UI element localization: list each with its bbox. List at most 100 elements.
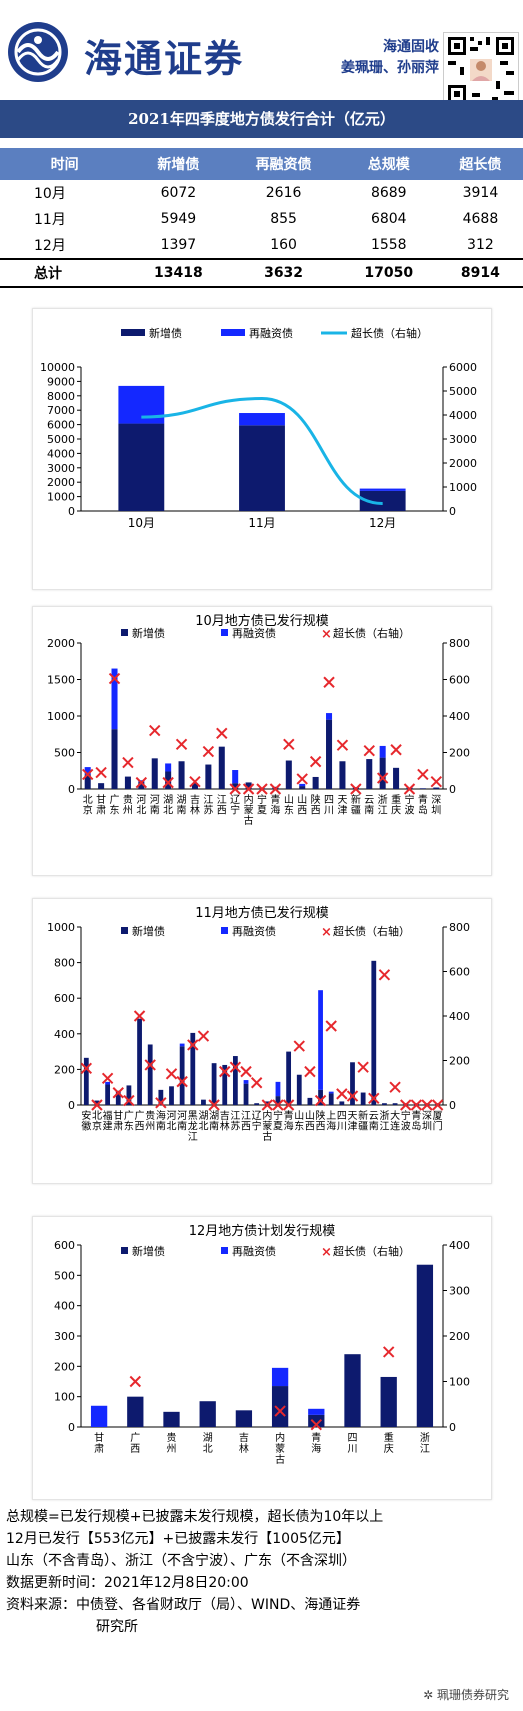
y2-tick-label: 800 — [449, 921, 470, 934]
x-tick-char: 贵 — [145, 1109, 155, 1122]
y2-tick-label: 200 — [449, 1055, 470, 1068]
ultra-long-bond-marker — [108, 672, 121, 685]
chart-title: 10月地方债已发行规模 — [195, 613, 329, 629]
bar-segment — [371, 960, 377, 1105]
x-tick-label: 吉林 — [190, 794, 200, 817]
x-tick-label: 广东 — [124, 1110, 134, 1133]
note-data-source-cont: 研究所 — [96, 1619, 138, 1635]
x-tick-char: 东 — [294, 1120, 304, 1133]
x-tick-char: 津 — [337, 805, 347, 817]
marker-stroke — [389, 1081, 401, 1093]
marker-stroke — [431, 1099, 444, 1111]
marker-stroke — [382, 1346, 395, 1358]
x-tick-char: 江 — [203, 794, 213, 806]
marker-stroke — [363, 744, 375, 757]
x-tick-char: 庆 — [391, 804, 401, 817]
ultra-long-bond-marker — [155, 1097, 167, 1109]
ultra-long-bond-marker — [272, 1099, 284, 1111]
x-tick-label: 四川 — [324, 795, 334, 817]
x-tick-char: 吉 — [190, 794, 200, 806]
bar-segment — [138, 782, 145, 789]
x-tick-char: 蒙 — [262, 1120, 272, 1133]
x-tick-label: 辽宁 — [252, 1110, 262, 1133]
marker-stroke — [261, 1099, 274, 1111]
bar-segment — [115, 1090, 121, 1105]
x-tick-char: 苏 — [230, 1120, 240, 1133]
bar-segment — [232, 1056, 238, 1105]
ultra-long-bond-marker — [250, 1077, 263, 1089]
x-tick-char: 宁 — [401, 1109, 411, 1122]
x-tick-char: 甘 — [94, 1431, 104, 1444]
marker-stroke — [162, 776, 174, 789]
bar-segment — [350, 1062, 355, 1105]
brand-name: 海通证券 — [84, 36, 245, 81]
ultra-long-bond-marker — [91, 1099, 103, 1111]
summary-banner-title: 2021年四季度地方债发行合计（亿元） — [0, 100, 523, 138]
bar-segment — [105, 1084, 111, 1105]
x-tick-label: 黑龙江 — [188, 1110, 198, 1143]
table-cell: 312 — [467, 237, 494, 253]
x-tick-label: 宁波 — [401, 1109, 411, 1133]
x-tick-char: 南 — [364, 804, 374, 817]
bar-segment — [296, 1074, 302, 1105]
x-tick-char: 肃 — [94, 1443, 104, 1455]
x-tick-label: 天津 — [337, 795, 347, 817]
x-tick-char: 京 — [83, 804, 93, 817]
marker-stroke — [336, 1088, 348, 1100]
x-tick-label: 云南 — [369, 1111, 379, 1133]
marker-stroke — [430, 775, 443, 788]
x-tick-char: 西 — [311, 806, 321, 817]
x-tick-char: 南 — [209, 1120, 219, 1133]
x-tick-label: 宁夏 — [273, 1109, 283, 1133]
y-tick-label: 0 — [68, 1421, 75, 1434]
bar-segment — [286, 1051, 292, 1105]
y-tick-label: 400 — [54, 1028, 75, 1041]
bar-segment — [264, 1101, 270, 1105]
x-tick-label: 12月 — [369, 516, 396, 530]
table-cell: 160 — [270, 237, 297, 253]
x-tick-char: 宁 — [257, 793, 267, 806]
marker-stroke — [122, 756, 134, 769]
x-tick-char: 湖 — [163, 794, 173, 806]
note-update-time: 数据更新时间：2021年12月8日20:00 — [6, 1575, 249, 1591]
table-row: 11月 5949 855 6804 4688 — [0, 206, 523, 232]
x-tick-char: 东 — [124, 1120, 134, 1133]
x-tick-label: 青海 — [284, 1109, 294, 1133]
ultra-long-bond-marker — [430, 775, 443, 788]
ultra-long-bond-marker — [208, 1099, 220, 1111]
ultra-long-bond-marker — [229, 1061, 242, 1073]
x-tick-char: 夏 — [257, 805, 267, 817]
x-tick-char: 湖 — [177, 794, 187, 806]
y-tick-label: 500 — [54, 1269, 75, 1282]
y2-tick-label: 0 — [449, 1421, 456, 1434]
marker-stroke — [346, 1090, 359, 1102]
x-tick-label: 河南 — [177, 1110, 187, 1133]
x-tick-char: 古 — [244, 814, 254, 827]
x-tick-char: 浙 — [378, 794, 388, 806]
x-tick-char: 川 — [337, 1122, 347, 1133]
y2-tick-label: 3000 — [449, 433, 477, 446]
x-tick-char: 云 — [364, 795, 374, 806]
marker-stroke — [129, 1375, 142, 1388]
note-definition: 总规模=已发行规模+已披露未发行规模，超长债为10年以上 — [6, 1509, 384, 1525]
marker-stroke — [144, 1059, 156, 1071]
marker-stroke — [410, 1099, 423, 1111]
x-tick-char: 海 — [284, 1120, 294, 1133]
y2-tick-label: 800 — [449, 637, 470, 650]
chart-panel-october: 0 500 1000 1500 2000 0 200 400 600 800 10月地方债已发行规模… — [32, 606, 492, 876]
x-tick-label: 湖北 — [203, 1432, 213, 1455]
col-header-time: 时间 — [0, 148, 130, 180]
x-tick-char: 河 — [136, 794, 146, 806]
table-cell: 11月 — [34, 212, 66, 228]
x-tick-char: 江 — [188, 1131, 198, 1143]
bar-segment — [254, 1103, 260, 1105]
x-tick-label: 重庆 — [384, 1431, 394, 1455]
x-tick-label: 江西 — [241, 1110, 251, 1133]
y2-tick-label: 400 — [449, 1010, 470, 1023]
x-tick-label: 吉林 — [239, 1432, 249, 1455]
x-tick-char: 北 — [163, 805, 173, 817]
marker-stroke — [155, 1097, 167, 1109]
org-name: 海通固收 — [383, 39, 439, 55]
x-tick-char: 东 — [110, 804, 120, 817]
chart-legend: 新增债 再融资债 × 超长债（右轴） — [121, 626, 410, 642]
